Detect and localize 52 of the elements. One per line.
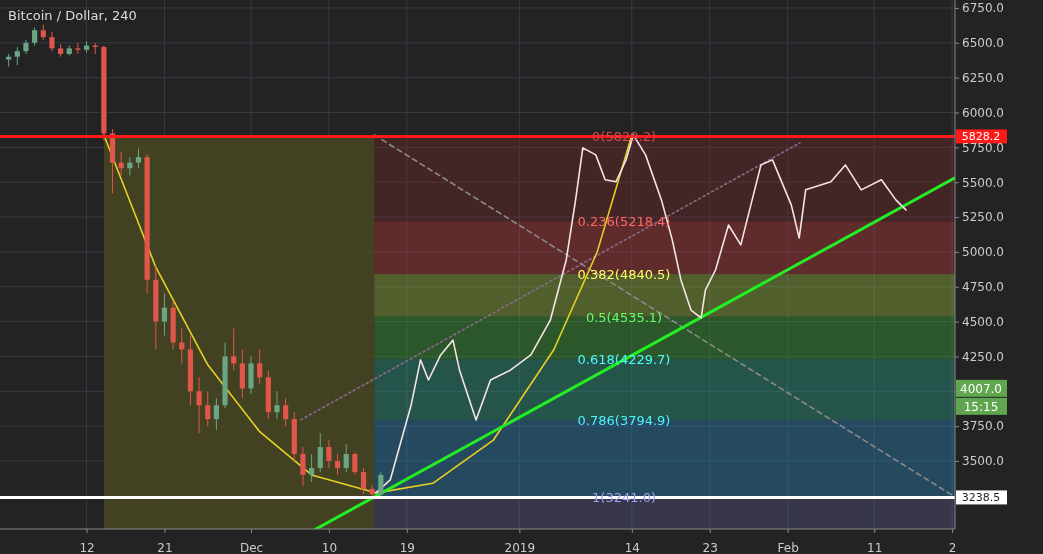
y-tick-label: 3500.0 [962, 454, 1004, 469]
candlestick [161, 293, 168, 337]
candlestick [179, 328, 185, 364]
y-tick-label: 6000.0 [962, 105, 1004, 120]
candlestick [300, 446, 306, 487]
y-tick-label: 5250.0 [962, 210, 1004, 225]
x-tick-label: 11 [867, 540, 883, 554]
x-tick-label: 14 [624, 540, 640, 554]
y-tick-label: 6750.0 [962, 1, 1004, 16]
x-tick-label: 21 [157, 540, 173, 554]
ref-line-label: 3238.5 [961, 491, 1001, 505]
y-tick-label: 4250.0 [962, 349, 1004, 364]
x-tick-label: 10 [321, 540, 338, 554]
x-tick-label: 2019 [504, 540, 536, 554]
candlestick [343, 443, 349, 473]
y-tick-label: 6250.0 [962, 70, 1004, 85]
band-label: 0.5(4535.1) [585, 309, 663, 325]
candlestick [257, 348, 263, 385]
candlestick [326, 439, 332, 469]
candlestick [334, 453, 341, 476]
candlestick [231, 328, 237, 371]
candlestick [317, 432, 323, 473]
y-tick-label: 4500.0 [962, 314, 1004, 329]
y-tick-label: 3750.0 [962, 419, 1004, 434]
candlestick [309, 453, 315, 483]
candlestick [213, 397, 219, 431]
candlestick [32, 26, 38, 47]
text: 15:15 [963, 400, 999, 415]
candlestick [135, 148, 142, 169]
candlestick [196, 376, 202, 434]
x-tick-label: 19 [399, 540, 415, 554]
candlestick [352, 452, 358, 476]
band-label: 0.786(3794.9) [577, 412, 671, 428]
x-tick-label: 23 [702, 540, 718, 554]
candlestick [360, 467, 367, 495]
x-tick-label: 12 [79, 540, 95, 554]
candlestick [274, 390, 280, 420]
x-tick-label: Dec [239, 540, 264, 554]
x-tick-label: 2 [948, 540, 957, 554]
candlestick [75, 42, 81, 55]
candlestick [378, 471, 384, 498]
candlestick [205, 390, 211, 427]
candlestick [49, 31, 55, 52]
y-tick-label: 5500.0 [962, 175, 1004, 190]
y-tick-label: 6500.0 [962, 36, 1004, 51]
candlestick [14, 46, 20, 66]
x-tick-label: Feb [777, 540, 799, 554]
y-tick-label: 4750.0 [962, 280, 1004, 295]
text: 4007.0 [960, 382, 1002, 397]
candlestick [283, 397, 289, 427]
y-tick-label: 5000.0 [962, 245, 1004, 260]
text: Bitcoin / Dollar, 240 [8, 8, 137, 23]
